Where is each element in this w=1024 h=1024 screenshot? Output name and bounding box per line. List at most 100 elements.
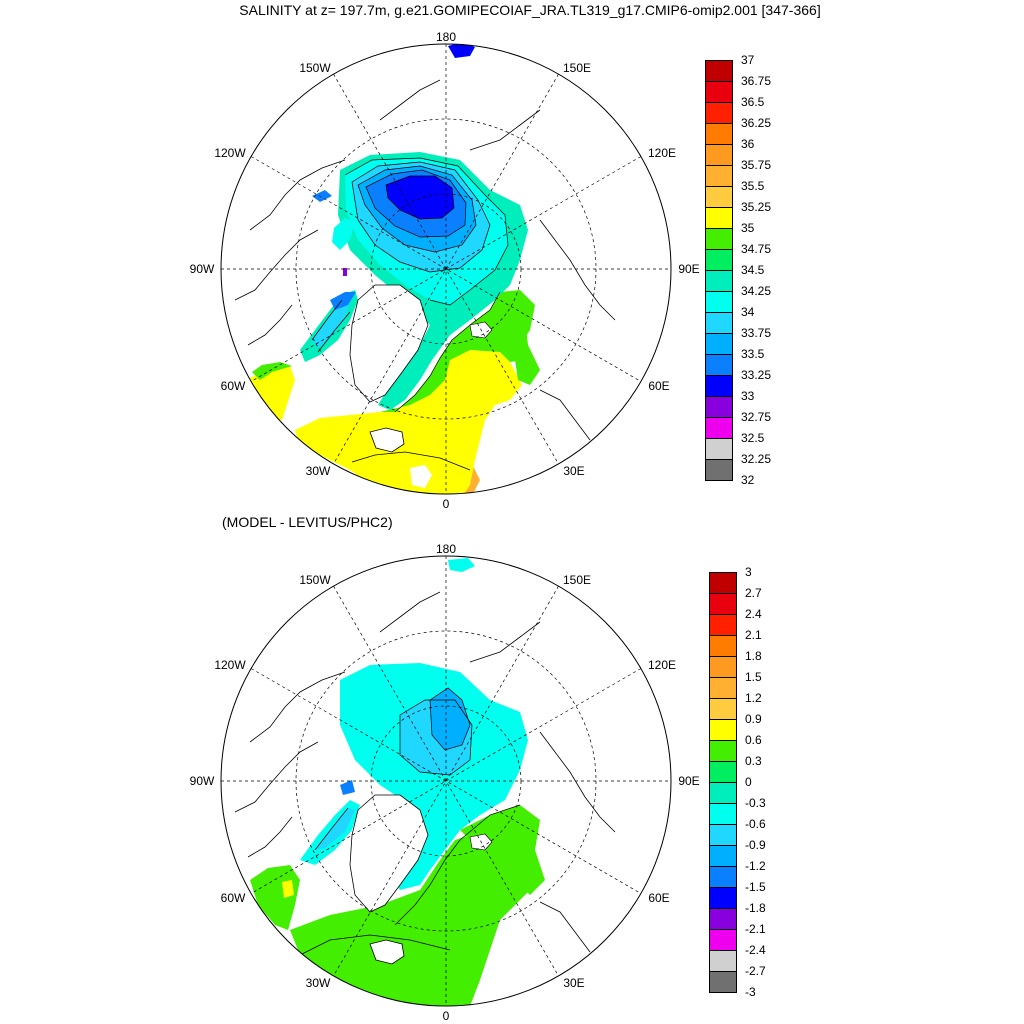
- salinity-colorbar-label: 32.25: [741, 452, 772, 466]
- difference-colorbar-label: -0.9: [745, 838, 766, 852]
- bot-lon-30E: 30E: [563, 976, 584, 990]
- difference-colorbar-label: -1.2: [745, 859, 766, 873]
- salinity-colorbar-swatch: [705, 417, 733, 439]
- salinity-colorbar-label: 34.75: [741, 242, 772, 256]
- salinity-colorbar-swatch: [705, 459, 733, 481]
- difference-colorbar-swatch: [709, 971, 737, 993]
- bot-lon-0: 0: [443, 1009, 450, 1023]
- salinity-colorbar-label: 32.75: [741, 410, 772, 424]
- top-lon-60E: 60E: [648, 379, 669, 393]
- salinity-colorbar-swatch: [705, 207, 733, 229]
- difference-colorbar-label: -0.3: [745, 796, 766, 810]
- salinity-colorbar-label: 35.75: [741, 158, 772, 172]
- salinity-colorbar-label: 32.5: [741, 431, 765, 445]
- salinity-field: [250, 44, 540, 494]
- difference-colorbar-label: 1.2: [745, 691, 762, 705]
- salinity-colorbar-swatch: [705, 144, 733, 166]
- salinity-colorbar-swatch: [705, 123, 733, 145]
- salinity-colorbar-label: 33.5: [741, 347, 765, 361]
- difference-colorbar-label: -1.8: [745, 901, 766, 915]
- salinity-colorbar-swatch: [705, 102, 733, 124]
- difference-colorbar-swatch: [709, 572, 737, 594]
- difference-colorbar-swatch: [709, 845, 737, 867]
- salinity-colorbar-swatch: [705, 249, 733, 271]
- bot-lon-150E: 150E: [563, 573, 591, 587]
- salinity-colorbar-label: 36.5: [741, 95, 765, 109]
- difference-colorbar-swatch: [709, 635, 737, 657]
- bot-lon-120W: 120W: [214, 658, 246, 672]
- bot-lon-60W: 60W: [221, 891, 246, 905]
- salinity-map: 180 150E 120E 90E 60E 30E 0 30W 60W 90W …: [190, 30, 700, 511]
- difference-colorbar-swatch: [709, 656, 737, 678]
- salinity-colorbar-swatch: [705, 291, 733, 313]
- bot-lon-90E: 90E: [678, 774, 699, 788]
- figure-title: SALINITY at z= 197.7m, g.e21.GOMIPECOIAF…: [239, 2, 821, 18]
- salinity-colorbar-swatch: [705, 333, 733, 355]
- difference-colorbar-swatch: [709, 950, 737, 972]
- bot-lon-90W: 90W: [190, 774, 215, 788]
- top-lon-60W: 60W: [221, 379, 246, 393]
- salinity-colorbar-swatch: [705, 312, 733, 334]
- difference-colorbar-label: -2.1: [745, 922, 766, 936]
- difference-colorbar-label: -0.6: [745, 817, 766, 831]
- difference-subtitle: (MODEL - LEVITUS/PHC2): [222, 514, 393, 530]
- difference-colorbar-swatch: [709, 614, 737, 636]
- salinity-colorbar-label: 37: [741, 53, 755, 67]
- difference-colorbar-label: -1.5: [745, 880, 766, 894]
- difference-colorbar-label: 0: [745, 775, 752, 789]
- bot-lon-150W: 150W: [299, 573, 331, 587]
- salinity-colorbar-label: 33.75: [741, 326, 772, 340]
- salinity-colorbar-label: 35: [741, 221, 755, 235]
- salinity-colorbar-label: 34.25: [741, 284, 772, 298]
- difference-colorbar-label: 2.7: [745, 586, 762, 600]
- salinity-colorbar-label: 35.5: [741, 179, 765, 193]
- salinity-colorbar-swatch: [705, 228, 733, 250]
- difference-colorbar-label: 2.4: [745, 607, 762, 621]
- salinity-colorbar-label: 33: [741, 389, 755, 403]
- difference-colorbar-label: 0.6: [745, 733, 762, 747]
- top-lon-0: 0: [443, 497, 450, 511]
- salinity-colorbar-label: 34.5: [741, 263, 765, 277]
- difference-colorbar-label: 1.8: [745, 649, 762, 663]
- salinity-colorbar-label: 36: [741, 137, 755, 151]
- salinity-colorbar-swatch: [705, 81, 733, 103]
- bot-lon-60E: 60E: [648, 891, 669, 905]
- difference-colorbar-label: -2.4: [745, 943, 766, 957]
- salinity-colorbar: 37 36.75 36.5 36.25 36 35.75 35.5 35.25 35 34.75 3…: [705, 53, 795, 487]
- difference-colorbar-swatch: [709, 824, 737, 846]
- bottom-longitude-labels: 180 150E 120E 90E 60E 30E 0 30W 60W 90W …: [190, 542, 700, 1023]
- top-lon-30E: 30E: [563, 464, 584, 478]
- difference-colorbar-swatch: [709, 677, 737, 699]
- salinity-colorbar-swatch: [705, 438, 733, 460]
- top-lon-180: 180: [436, 30, 456, 44]
- salinity-colorbar-swatch: [705, 165, 733, 187]
- difference-colorbar-label: 2.1: [745, 628, 762, 642]
- bot-lon-30W: 30W: [306, 976, 331, 990]
- top-lon-90W: 90W: [190, 262, 215, 276]
- salinity-colorbar-label: 32: [741, 473, 755, 487]
- difference-colorbar-swatch: [709, 929, 737, 951]
- difference-colorbar-swatch: [709, 593, 737, 615]
- difference-colorbar-label: 0.3: [745, 754, 762, 768]
- top-lon-120E: 120E: [648, 146, 676, 160]
- difference-field: [250, 558, 545, 1006]
- difference-colorbar-swatch: [709, 803, 737, 825]
- difference-colorbar-label: 1.5: [745, 670, 762, 684]
- salinity-colorbar-label: 36.75: [741, 74, 772, 88]
- bot-lon-180: 180: [436, 542, 456, 556]
- difference-map: 180 150E 120E 90E 60E 30E 0 30W 60W 90W …: [190, 542, 700, 1023]
- difference-colorbar-label: -3: [745, 985, 756, 999]
- difference-colorbar: 3 2.7 2.4 2.1 1.8 1.5 1.2 0.9 0.6 0.3 0 -0.3 -0.6 -0.…: [709, 565, 799, 999]
- difference-colorbar-swatch: [709, 782, 737, 804]
- salinity-colorbar-swatch: [705, 60, 733, 82]
- difference-colorbar-label: -2.7: [745, 964, 766, 978]
- difference-colorbar-swatch: [709, 866, 737, 888]
- salinity-colorbar-swatch: [705, 354, 733, 376]
- bot-lon-120E: 120E: [648, 658, 676, 672]
- difference-colorbar-swatch: [709, 719, 737, 741]
- difference-colorbar-swatch: [709, 761, 737, 783]
- top-lon-90E: 90E: [678, 262, 699, 276]
- difference-colorbar-swatch: [709, 740, 737, 762]
- salinity-colorbar-swatch: [705, 396, 733, 418]
